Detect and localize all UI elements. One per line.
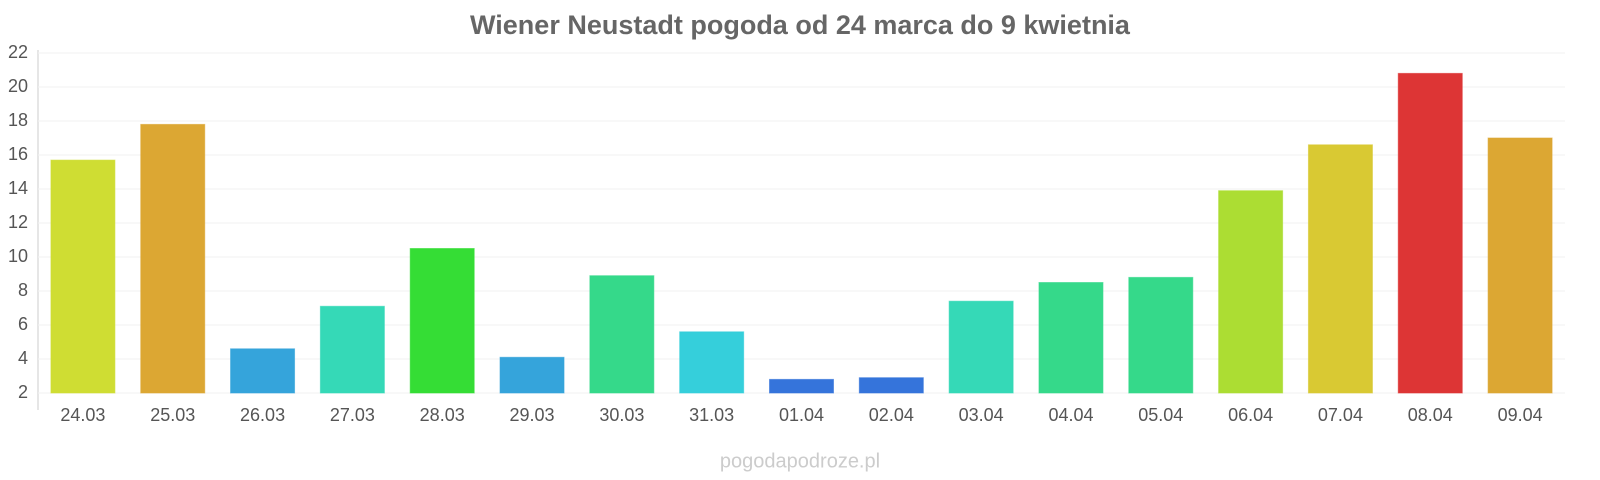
bar [1487, 137, 1553, 394]
bar [589, 275, 655, 394]
x-tick-label: 01.04 [779, 405, 824, 425]
chart-title: Wiener Neustadt pogoda od 24 marca do 9 … [470, 10, 1131, 40]
bar [1218, 190, 1284, 394]
x-tick-label: 03.04 [959, 405, 1004, 425]
x-tick-label: 25.03 [150, 405, 195, 425]
bar [679, 331, 745, 394]
x-tick-label: 30.03 [599, 405, 644, 425]
bar [1038, 282, 1104, 394]
bar [1128, 276, 1194, 394]
bar [948, 300, 1014, 394]
x-tick-label: 28.03 [420, 405, 465, 425]
x-tick-label: 27.03 [330, 405, 375, 425]
y-tick-label: 10 [8, 246, 28, 266]
y-tick-label: 12 [8, 212, 28, 232]
y-tick-label: 6 [18, 314, 28, 334]
x-tick-label: 09.04 [1498, 405, 1543, 425]
x-tick-label: 31.03 [689, 405, 734, 425]
x-tick-label: 06.04 [1228, 405, 1273, 425]
source: pogodapodroze.pl [720, 450, 880, 472]
bar [1397, 72, 1463, 394]
x-tick-label: 04.04 [1048, 405, 1093, 425]
x-tick-label: 07.04 [1318, 405, 1363, 425]
bar [499, 356, 565, 394]
y-tick-label: 4 [18, 348, 28, 368]
y-tick-label: 22 [8, 42, 28, 62]
y-tick-label: 16 [8, 144, 28, 164]
y-tick-label: 18 [8, 110, 28, 130]
bar [409, 248, 475, 394]
x-tick-label: 08.04 [1408, 405, 1453, 425]
bar [1307, 144, 1373, 394]
x-tick-label: 26.03 [240, 405, 285, 425]
x-tick-label: 29.03 [510, 405, 555, 425]
y-tick-label: 2 [18, 382, 28, 402]
y-tick-label: 20 [8, 76, 28, 96]
x-tick-label: 02.04 [869, 405, 914, 425]
bar [230, 348, 296, 394]
bar [858, 377, 924, 394]
y-tick-label: 14 [8, 178, 28, 198]
x-tick-label: 05.04 [1138, 405, 1183, 425]
bar [140, 123, 206, 394]
x-tick-label: 24.03 [60, 405, 105, 425]
y-tick-label: 8 [18, 280, 28, 300]
bar [769, 378, 834, 394]
bar [50, 159, 116, 394]
bar [319, 305, 385, 394]
